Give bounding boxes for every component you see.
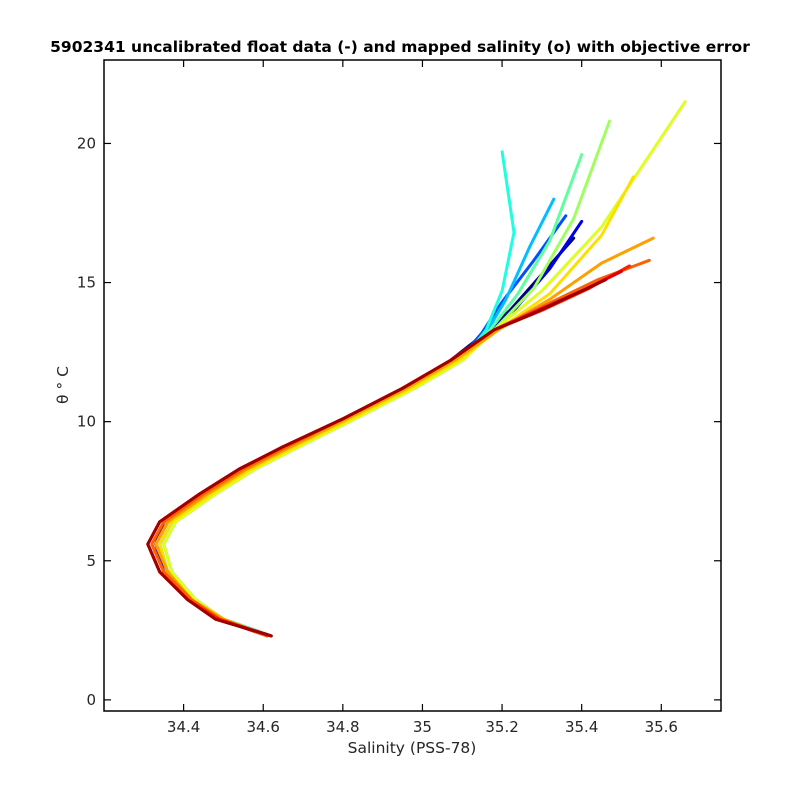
x-tick-label: 35.4	[565, 718, 598, 736]
x-tick-label: 35.2	[485, 718, 518, 736]
chart-title: 5902341 uncalibrated float data (-) and …	[50, 38, 750, 56]
x-tick-label: 34.4	[167, 718, 200, 736]
x-tick-label: 35	[413, 718, 432, 736]
tick-layer: 34.4 34.6 34.8 35 35.2 35.4 35.6 0 5 10 15 20	[77, 60, 721, 736]
y-tick-label: 0	[86, 691, 96, 709]
y-tick-label: 20	[77, 134, 96, 152]
x-tick-label: 34.6	[247, 718, 280, 736]
series-layer	[146, 100, 687, 638]
y-tick-label: 10	[77, 413, 96, 431]
plot-frame	[103, 59, 722, 712]
y-tick-label: 15	[77, 274, 96, 292]
series-line-7	[162, 100, 687, 638]
x-tick-label: 34.8	[326, 718, 359, 736]
x-axis-label: Salinity (PSS-78)	[348, 739, 477, 757]
y-axis-label: θ ° C	[54, 366, 72, 404]
series-line-13	[146, 278, 608, 638]
x-tick-label: 35.6	[645, 718, 678, 736]
y-tick-label: 5	[86, 552, 96, 570]
